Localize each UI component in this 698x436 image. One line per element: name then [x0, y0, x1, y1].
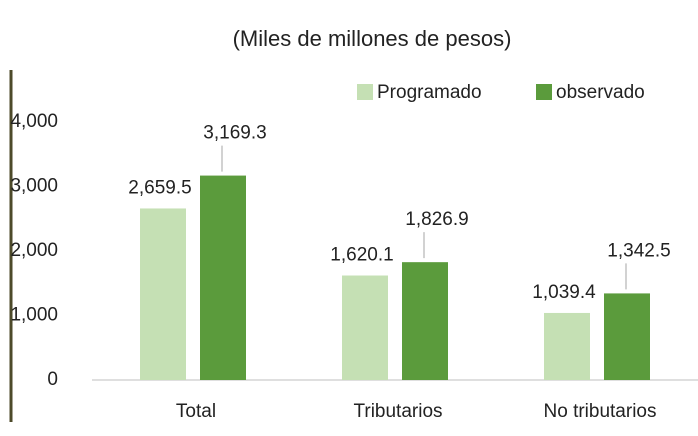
bar [544, 312, 590, 380]
bar [200, 175, 246, 380]
data-label: 1,342.5 [607, 240, 670, 261]
legend-label: Programado [377, 82, 482, 103]
bar [140, 208, 186, 380]
x-tick-label: Tributarios [353, 401, 442, 422]
y-tick-label: 1,000 [10, 305, 58, 326]
y-tick-label: 3,000 [10, 176, 58, 197]
y-tick-label: 2,000 [10, 240, 58, 261]
data-label: 1,620.1 [330, 245, 393, 266]
legend-swatch [536, 84, 552, 100]
x-tick-label: No tributarios [544, 401, 657, 422]
legend-label: observado [556, 82, 645, 103]
bar [402, 262, 448, 380]
data-label: 1,039.4 [532, 282, 596, 303]
chart-title: (Miles de millones de pesos) [233, 26, 512, 51]
x-tick-label: Total [176, 401, 216, 422]
legend-swatch [357, 84, 373, 100]
bar [342, 275, 388, 380]
data-label: 3,169.3 [203, 123, 266, 144]
bar [604, 293, 650, 380]
data-label: 1,826.9 [405, 209, 468, 230]
data-label: 2,659.5 [128, 177, 191, 198]
y-tick-label: 4,000 [10, 111, 58, 132]
y-tick-label: 0 [47, 369, 58, 390]
